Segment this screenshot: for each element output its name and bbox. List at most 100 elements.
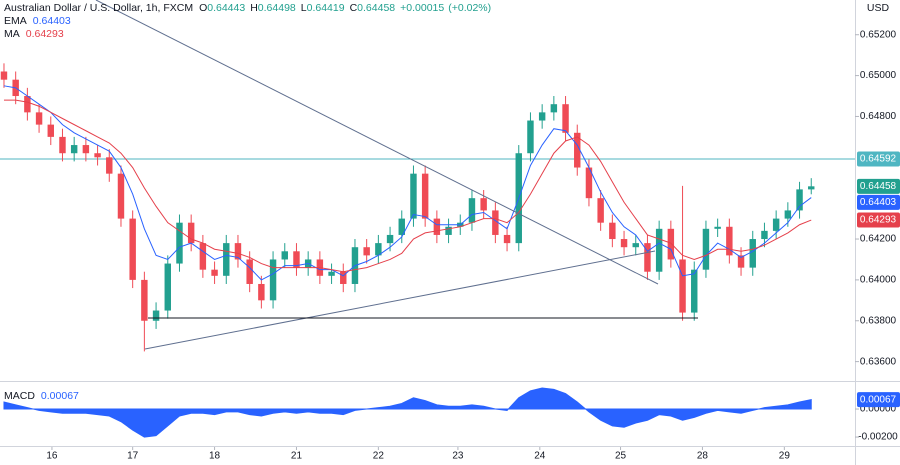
y-tick-label: 0.65200 <box>860 29 897 40</box>
legend-label: MACD <box>4 390 35 402</box>
candle-body <box>176 222 183 264</box>
candle-body <box>398 218 405 235</box>
price-badge-label: 0.64592 <box>860 154 897 165</box>
legend-entry: MA 0.64293 <box>4 28 64 40</box>
plot-area <box>0 63 855 438</box>
candle-body <box>0 71 8 80</box>
y-tick-label: 0.64200 <box>860 234 897 245</box>
candle-body <box>714 226 721 229</box>
candle-body <box>761 230 768 240</box>
x-tick-label: 22 <box>373 451 385 462</box>
candle-body <box>468 198 476 223</box>
x-tick-label: 28 <box>697 451 709 462</box>
ohlc-key: L <box>301 2 307 14</box>
ohlc-value: 0.64443 <box>207 2 245 14</box>
y-tick-label: 0.00000 <box>860 404 897 415</box>
candle-body <box>691 269 698 313</box>
trend-line <box>144 250 656 350</box>
candle-body <box>538 112 546 121</box>
candle-body <box>772 218 780 231</box>
candle-body <box>234 243 242 260</box>
candle-body <box>655 228 663 272</box>
candle-body <box>59 136 66 154</box>
legend-value: 0.64403 <box>33 15 71 27</box>
candle-body <box>129 218 136 280</box>
change: +0.00015 <box>400 2 444 14</box>
legend-entry: MACD 0.00067 <box>4 390 79 402</box>
candle-body <box>141 279 148 321</box>
legend-value: 0.00067 <box>41 390 79 402</box>
candle-body <box>585 167 593 199</box>
ohlc-key: O <box>199 2 207 14</box>
candle-body <box>433 218 441 235</box>
candle-body <box>35 112 43 125</box>
candle-body <box>363 247 370 256</box>
candle-body <box>94 153 101 158</box>
candle-body <box>82 145 90 154</box>
candle-body <box>386 234 394 244</box>
candle-body <box>281 251 288 260</box>
candle-body <box>644 243 651 272</box>
chart-title: Australian Dollar / U.S. Dollar, 1h, FXC… <box>4 2 193 14</box>
candle-body <box>527 120 534 154</box>
x-tick-label: 23 <box>452 451 464 462</box>
x-tick-label: 17 <box>127 451 139 462</box>
ohlc-value: 0.64498 <box>258 2 296 14</box>
candle-body <box>679 259 686 313</box>
ohlc-key: H <box>250 2 258 14</box>
x-tick-label: 18 <box>209 451 221 462</box>
x-tick-label: 25 <box>615 451 627 462</box>
candle-body <box>246 259 253 284</box>
change-percent: (+0.02%) <box>448 2 491 14</box>
currency-label: USD <box>867 2 890 14</box>
candle-body <box>106 157 113 174</box>
candle-body <box>375 243 382 256</box>
overlay-line <box>3 99 812 273</box>
candle-body <box>117 173 125 219</box>
macd-area <box>3 387 812 438</box>
candle-body <box>445 226 452 235</box>
trend-line <box>95 0 659 285</box>
candle-body <box>24 96 31 113</box>
y-tick-label: -0.00200 <box>858 432 898 443</box>
candle-body <box>574 132 581 168</box>
axes: 0.63600 0.63800 0.64000 0.64200 0.64800 0.650… <box>46 29 900 462</box>
y-tick-label: 0.63800 <box>860 315 897 326</box>
candle-body <box>199 243 207 270</box>
candle-body <box>597 198 604 223</box>
candle-body <box>784 210 792 219</box>
candle-body <box>702 228 710 270</box>
candle-body <box>492 210 499 235</box>
legend-header: Australian Dollar / U.S. Dollar, 1h, FXC… <box>4 2 491 14</box>
y-tick-label: 0.63600 <box>860 356 897 367</box>
price-badge <box>857 212 900 228</box>
candle-body <box>808 186 815 190</box>
candle-body <box>187 222 195 244</box>
candle-body <box>211 269 218 276</box>
y-tick-label: 0.64800 <box>860 111 897 122</box>
price-badge-label: 0.64403 <box>860 197 897 208</box>
y-tick-label: 0.65000 <box>860 70 897 81</box>
candle-body <box>328 271 335 276</box>
candle-body <box>269 259 277 301</box>
x-tick-label: 16 <box>46 451 58 462</box>
candle-body <box>749 239 756 268</box>
ohlc-key: C <box>350 2 358 14</box>
price-badge-label: 0.64458 <box>860 181 897 192</box>
candle-body <box>152 310 160 321</box>
candle-body <box>737 255 745 268</box>
price-badge <box>857 194 900 210</box>
candle-body <box>503 234 511 244</box>
ohlc-value: 0.64458 <box>357 2 395 14</box>
candle-body <box>410 173 417 219</box>
ohlc-value: 0.64419 <box>307 2 345 14</box>
legend-value: 0.64293 <box>26 28 64 40</box>
x-tick-label: 24 <box>534 451 546 462</box>
candle-body <box>726 226 733 256</box>
price-badge <box>857 178 900 194</box>
candle-body <box>550 104 558 113</box>
overlay-line <box>3 85 812 281</box>
candle-body <box>164 263 171 311</box>
candle-body <box>47 124 54 137</box>
